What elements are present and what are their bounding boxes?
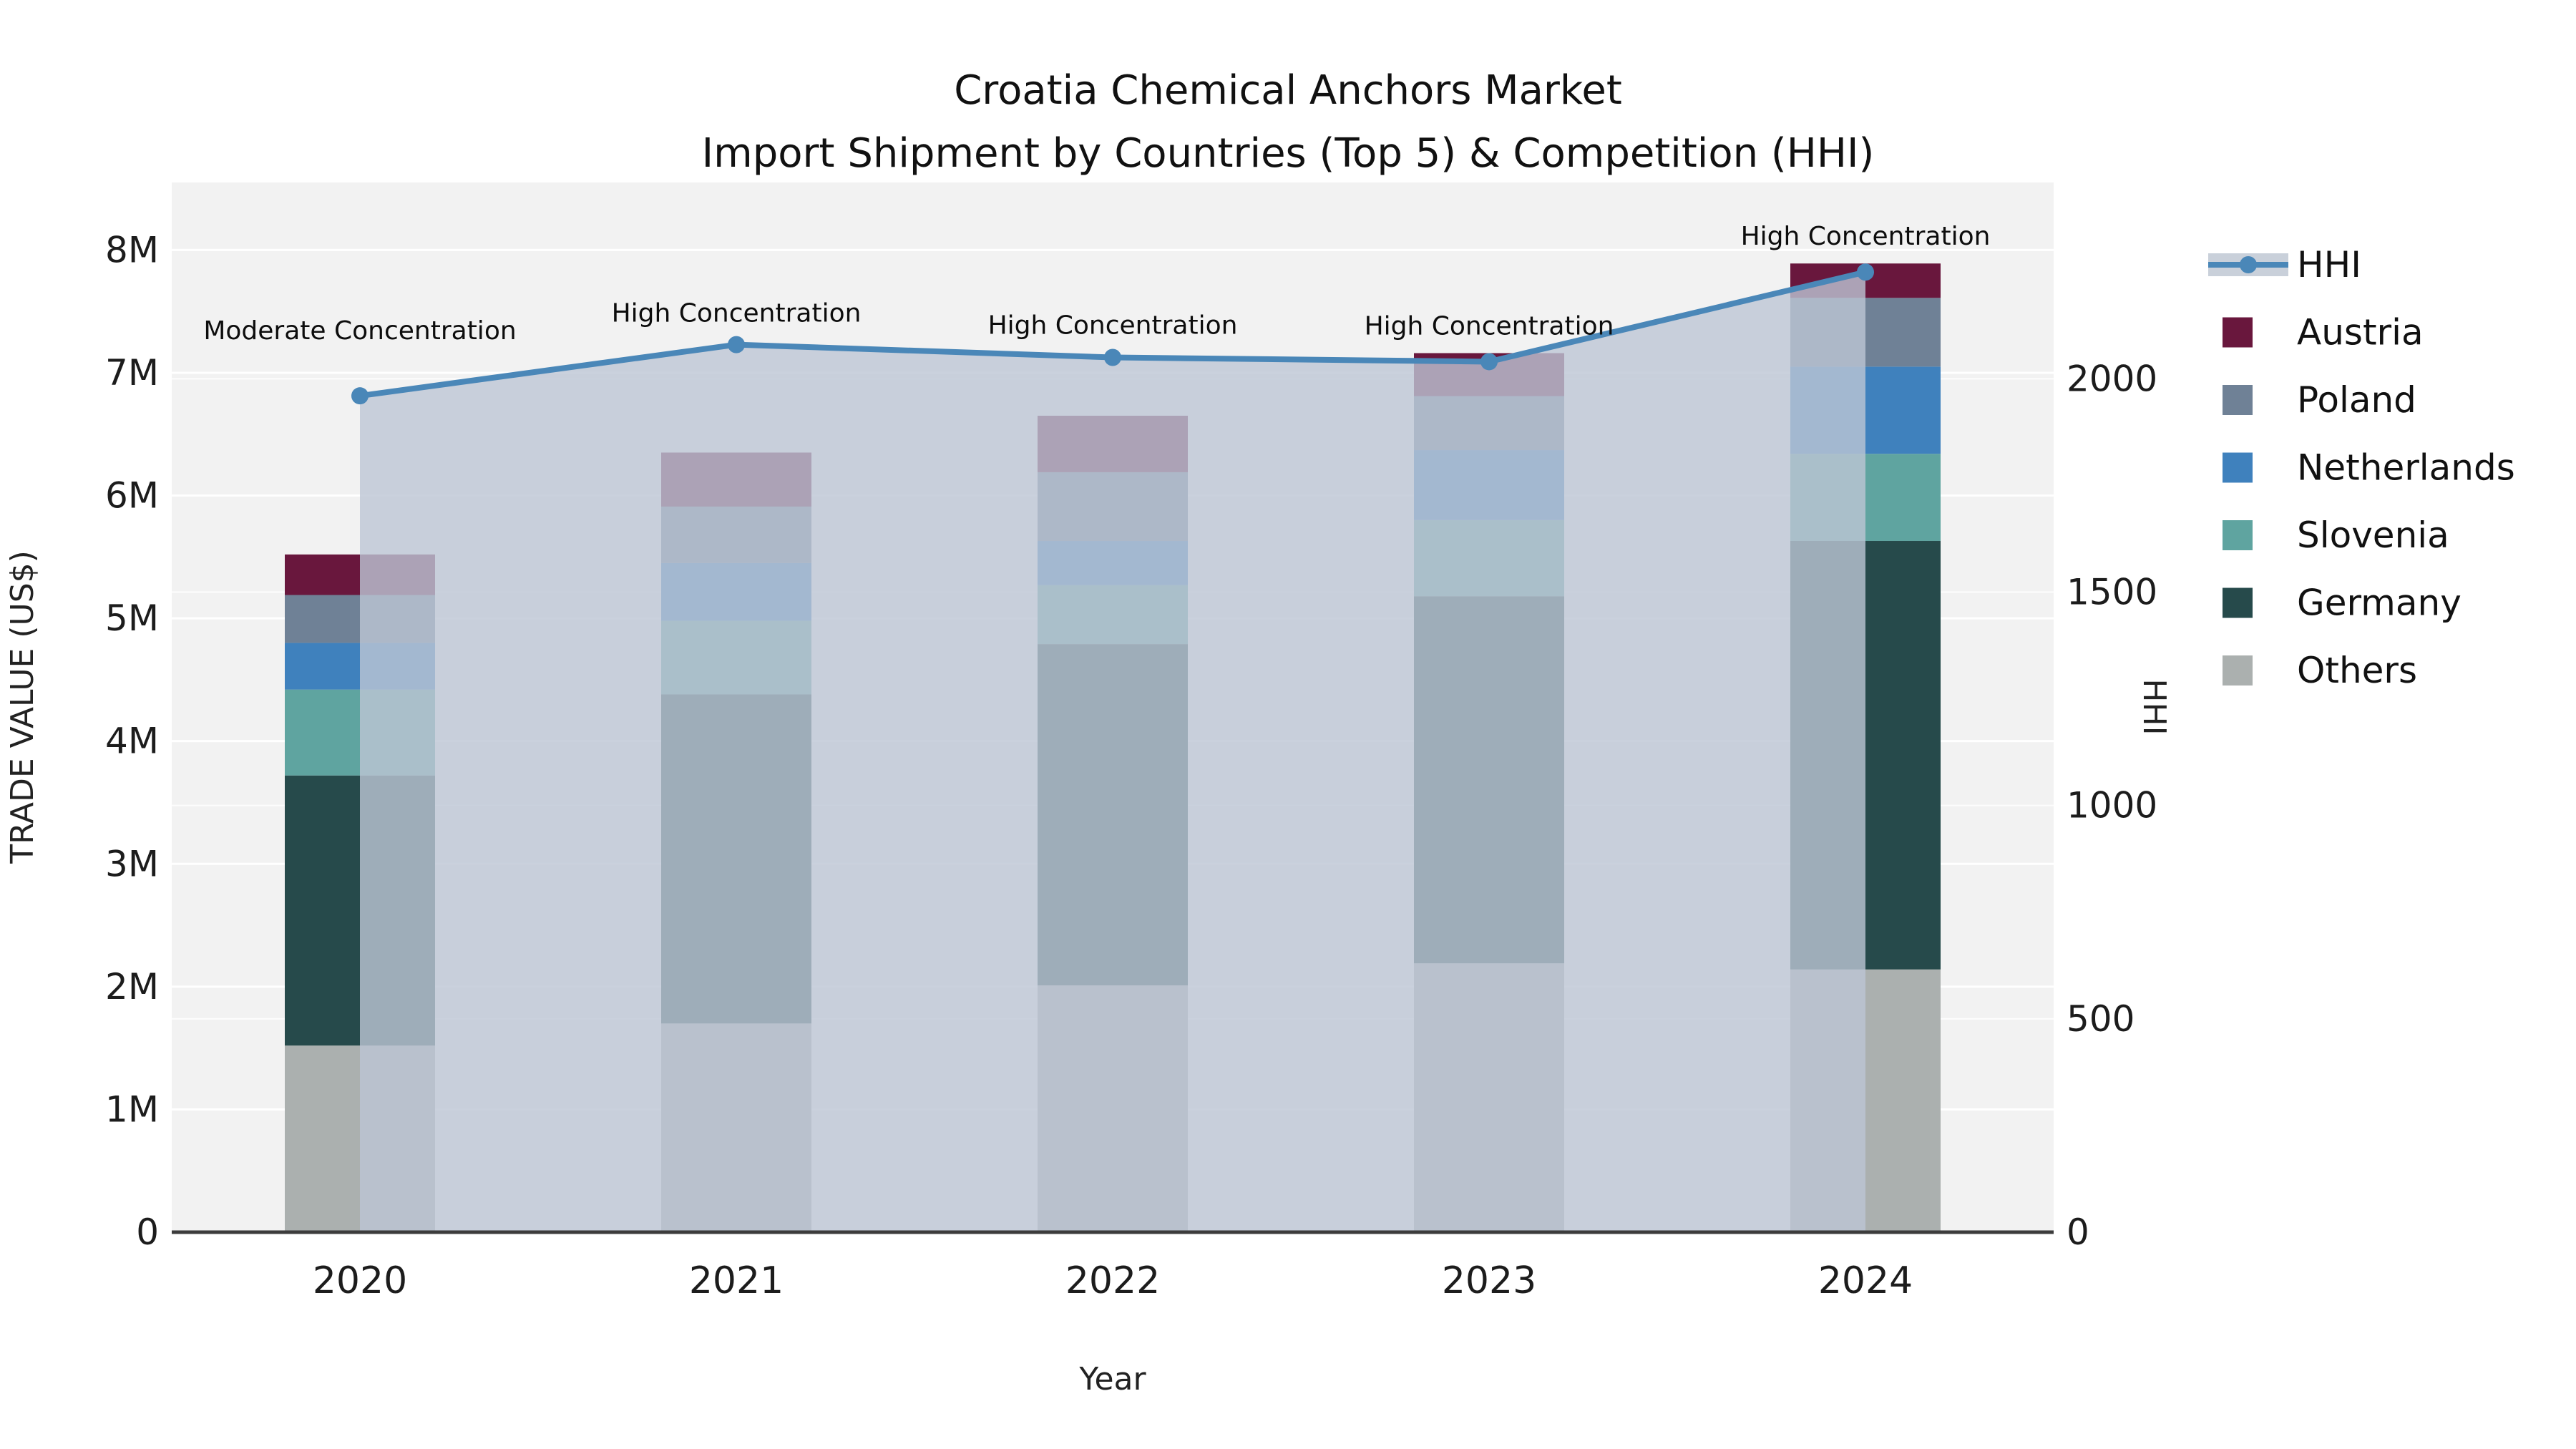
left-tick-6M: 6M — [105, 475, 159, 517]
annotation-2024: High Concentration — [1741, 222, 1991, 251]
annotation-2020: Moderate Concentration — [203, 316, 516, 346]
x-tick-2021: 2021 — [689, 1259, 784, 1302]
legend-swatch-poland — [2223, 385, 2253, 415]
hhi-point-2021[interactable] — [728, 336, 745, 353]
hhi-fill-polygon — [360, 272, 1865, 1233]
legend-label-germany: Germany — [2297, 582, 2462, 624]
legend-swatch-slovenia — [2223, 520, 2253, 550]
legend-label-poland: Poland — [2297, 379, 2416, 421]
hhi-area-fill — [360, 272, 1865, 1233]
legend-item-netherlands[interactable]: Netherlands — [2223, 447, 2515, 489]
right-tick-1000: 1000 — [2067, 785, 2157, 826]
legend-label-austria: Austria — [2297, 312, 2424, 353]
right-tick-1500: 1500 — [2067, 571, 2157, 613]
left-tick-8M: 8M — [105, 229, 159, 270]
x-tick-2023: 2023 — [1442, 1259, 1536, 1302]
legend-item-others[interactable]: Others — [2223, 650, 2417, 691]
x-axis-ticks: 2020 2021 2022 2023 2024 — [313, 1259, 1913, 1302]
left-tick-0: 0 — [136, 1211, 159, 1253]
chart-title-line2: Import Shipment by Countries (Top 5) & C… — [702, 130, 1875, 177]
right-tick-2000: 2000 — [2067, 358, 2157, 399]
annotation-2021: High Concentration — [612, 299, 862, 328]
legend-swatch-netherlands — [2223, 452, 2253, 483]
hhi-point-2022[interactable] — [1104, 348, 1121, 366]
x-tick-2020: 2020 — [313, 1259, 407, 1302]
hhi-point-2023[interactable] — [1480, 353, 1498, 371]
hhi-point-2020[interactable] — [351, 387, 369, 405]
legend-label-others: Others — [2297, 650, 2417, 691]
annotation-2022: High Concentration — [988, 311, 1238, 341]
left-tick-4M: 4M — [105, 721, 159, 762]
left-axis-ticks: 0 1M 2M 3M 4M 5M 6M 7M 8M — [105, 229, 159, 1253]
legend-label-netherlands: Netherlands — [2297, 447, 2515, 489]
legend-item-poland[interactable]: Poland — [2223, 379, 2416, 421]
legend-swatch-austria — [2223, 317, 2253, 348]
chart-title-line1: Croatia Chemical Anchors Market — [954, 67, 1622, 114]
left-tick-3M: 3M — [105, 843, 159, 884]
legend-item-slovenia[interactable]: Slovenia — [2223, 514, 2449, 556]
legend-item-hhi[interactable]: HHI — [2208, 244, 2361, 286]
right-tick-0: 0 — [2067, 1211, 2089, 1253]
annotations: Moderate Concentration High Concentration… — [203, 222, 1990, 346]
legend-swatch-germany — [2223, 587, 2253, 618]
right-tick-500: 500 — [2067, 998, 2135, 1040]
x-tick-2022: 2022 — [1065, 1259, 1160, 1302]
right-axis-ticks: 0 500 1000 1500 2000 — [2067, 358, 2157, 1253]
legend-item-austria[interactable]: Austria — [2223, 312, 2424, 353]
legend-hhi-marker-icon — [2240, 256, 2257, 273]
legend-item-germany[interactable]: Germany — [2223, 582, 2462, 624]
left-tick-2M: 2M — [105, 966, 159, 1008]
left-axis-title: TRADE VALUE (US$) — [4, 550, 41, 864]
legend-label-hhi: HHI — [2297, 244, 2361, 286]
legend-swatch-others — [2223, 655, 2253, 686]
right-axis-title: HHI — [2136, 678, 2172, 735]
legend: HHI Austria Poland Netherlands Slovenia Germa… — [2208, 244, 2515, 691]
left-tick-5M: 5M — [105, 597, 159, 639]
x-tick-2024: 2024 — [1818, 1259, 1913, 1302]
x-axis-title: Year — [1078, 1361, 1146, 1397]
annotation-2023: High Concentration — [1365, 311, 1614, 341]
hhi-line — [351, 263, 1874, 405]
left-tick-7M: 7M — [105, 352, 159, 394]
left-tick-1M: 1M — [105, 1088, 159, 1130]
legend-label-slovenia: Slovenia — [2297, 514, 2449, 556]
hhi-point-2024[interactable] — [1857, 263, 1874, 281]
